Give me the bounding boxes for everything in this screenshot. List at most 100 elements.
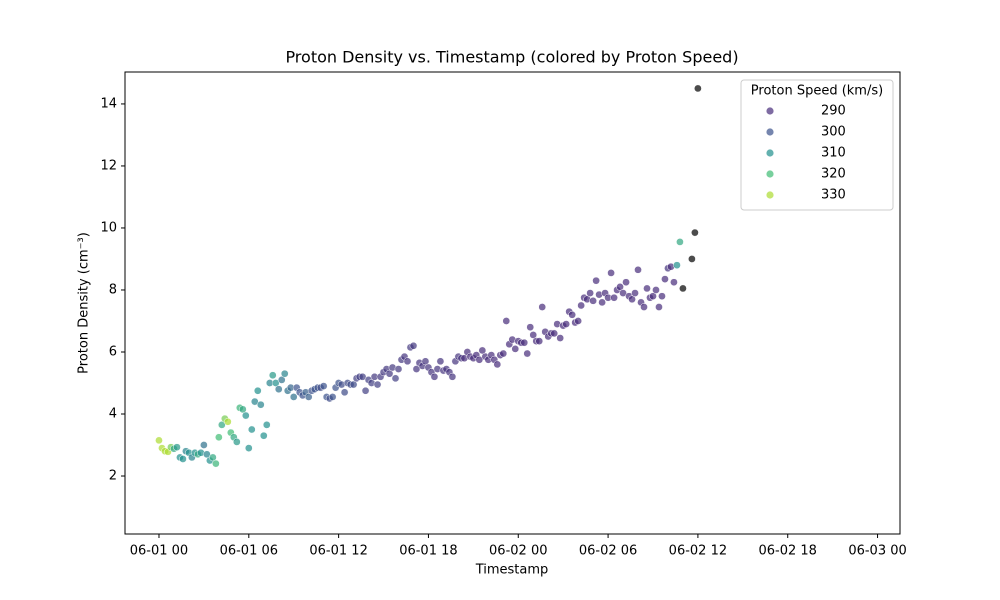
y-tick-label: 8 [109, 282, 117, 297]
point [568, 310, 577, 319]
point [250, 397, 259, 406]
legend-marker [766, 170, 774, 178]
point [502, 317, 511, 325]
point [262, 421, 271, 429]
point [598, 298, 606, 307]
point [403, 357, 412, 366]
point [655, 303, 663, 311]
point [493, 360, 502, 369]
point [529, 331, 538, 339]
x-tick-label: 06-01 06 [220, 544, 278, 559]
point [421, 357, 430, 366]
point [535, 337, 544, 345]
legend-title: Proton Speed (km/s) [751, 84, 883, 99]
point [289, 393, 298, 401]
legend-box [740, 79, 894, 211]
point [155, 436, 163, 445]
point [218, 421, 226, 429]
x-tick-label: 06-02 18 [758, 544, 816, 559]
x-axis-label: Timestamp [475, 563, 549, 578]
y-tick-label: 10 [100, 220, 117, 235]
point [215, 433, 223, 442]
point [361, 386, 370, 395]
point [574, 317, 582, 325]
point [238, 405, 247, 414]
legend-label: 320 [821, 167, 846, 182]
point [412, 365, 421, 373]
point [592, 276, 600, 285]
point [523, 349, 532, 358]
point [277, 376, 286, 384]
point [478, 346, 487, 355]
chart-title: Proton Density vs. Timestamp (colored by… [285, 48, 738, 67]
point [589, 296, 597, 305]
point [436, 357, 445, 366]
legend-label: 310 [821, 146, 846, 161]
point [259, 431, 268, 440]
point [340, 388, 349, 397]
point [628, 295, 636, 304]
point [448, 372, 457, 381]
point [268, 371, 277, 380]
point [409, 341, 418, 350]
point [430, 372, 439, 381]
point [691, 228, 699, 237]
y-tick-label: 14 [100, 96, 117, 111]
point [649, 292, 657, 301]
point [520, 338, 529, 347]
y-tick-label: 4 [109, 407, 117, 422]
point [280, 369, 289, 378]
point [319, 382, 328, 390]
point [232, 438, 241, 446]
legend-label: 330 [821, 188, 846, 203]
point [616, 283, 624, 291]
point [622, 278, 630, 287]
point [670, 278, 678, 287]
point [358, 372, 367, 381]
point [349, 380, 358, 389]
legend-marker [766, 128, 774, 136]
x-tick-label: 06-02 12 [669, 544, 727, 559]
point [526, 323, 535, 332]
point [499, 349, 508, 358]
y-axis-label: Proton Density (cm⁻³) [77, 232, 92, 374]
point [679, 284, 687, 293]
point [385, 369, 394, 378]
legend-label: 290 [821, 104, 846, 119]
point [247, 425, 256, 434]
x-tick-label: 06-01 00 [130, 544, 188, 559]
point [271, 379, 280, 387]
points [155, 84, 702, 468]
point [391, 374, 400, 383]
y-tick-label: 6 [109, 344, 117, 359]
legend-marker [766, 191, 774, 199]
point [328, 393, 337, 401]
point [394, 365, 403, 373]
y-tick-label: 2 [109, 469, 117, 484]
point [688, 255, 696, 263]
point [538, 303, 547, 311]
point [244, 444, 253, 452]
point [241, 411, 250, 420]
point [373, 380, 382, 389]
point [475, 355, 484, 364]
point [643, 284, 651, 293]
x-tick-label: 06-03 00 [848, 544, 906, 559]
point [586, 289, 594, 297]
point [200, 441, 208, 449]
point [550, 329, 559, 338]
point [223, 417, 232, 426]
point [203, 450, 211, 459]
plot-frame [124, 71, 901, 535]
point [619, 289, 627, 297]
point [253, 386, 262, 395]
x-tick-label: 06-02 06 [579, 544, 637, 559]
x-tick-label: 06-02 00 [489, 544, 547, 559]
point [556, 334, 565, 342]
point [256, 400, 265, 409]
y-tick-label: 12 [100, 158, 117, 173]
point [511, 345, 520, 353]
point [173, 443, 181, 452]
point [304, 393, 313, 401]
